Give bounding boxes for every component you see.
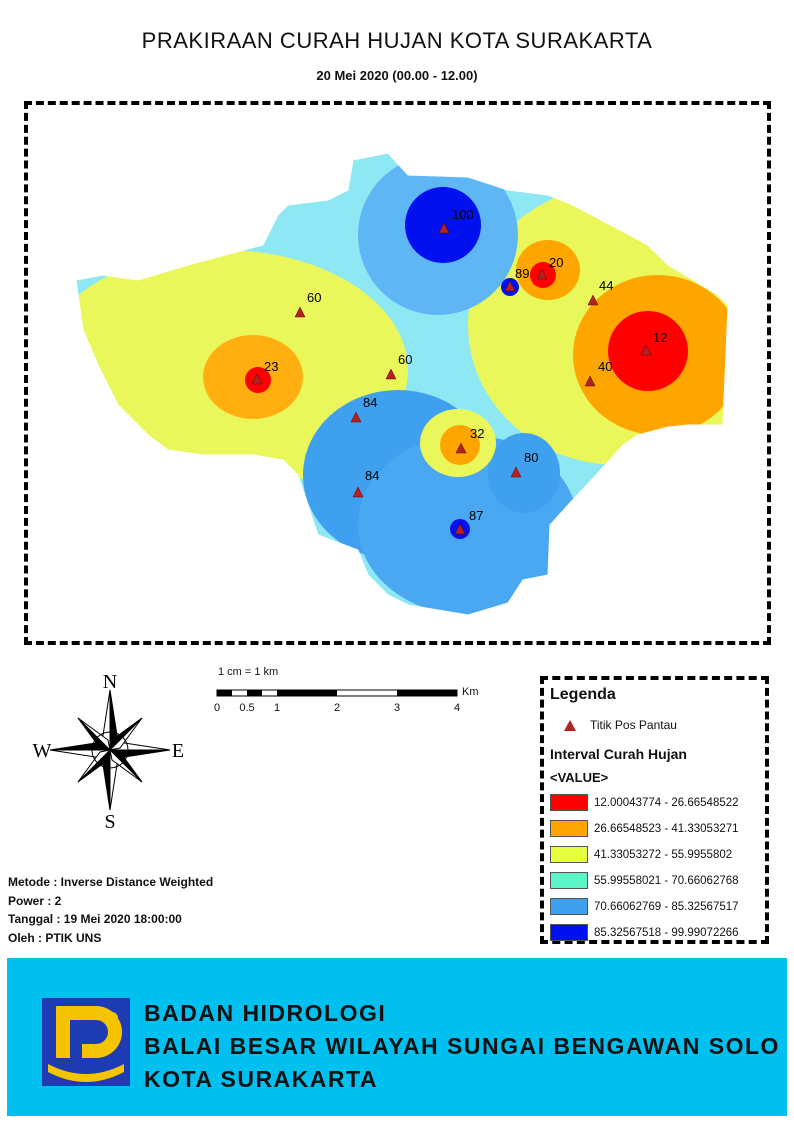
station-label: 89 [515, 266, 529, 281]
map-subtitle: 20 Mei 2020 (00.00 - 12.00) [316, 68, 478, 83]
station-label: 60 [398, 352, 412, 367]
compass-west-label: W [33, 740, 52, 762]
scale-bar: 1 cm = 1 km Km 0 0.5 1 2 3 4 [210, 664, 500, 724]
station-7[interactable]: 60 [385, 352, 412, 380]
banner-line-1: BADAN HIDROLOGI [144, 1000, 387, 1026]
scale-tick: 0.5 [239, 702, 255, 714]
compass-rose-icon: N S E W [33, 671, 185, 833]
pu-logo-icon [42, 998, 130, 1086]
legend-swatch [550, 898, 588, 915]
legend-class-label: 55.99558021 - 70.66062768 [594, 874, 739, 887]
scale-tick: 3 [393, 702, 401, 714]
scale-unit-label: Km [462, 686, 479, 698]
legend-class-label: 41.33053272 - 55.9955802 [594, 848, 733, 861]
legend-swatch [550, 924, 588, 941]
scale-bar-graphic [216, 689, 458, 697]
banner-line-3: KOTA SURAKARTA [144, 1066, 378, 1092]
map-title: PRAKIRAAN CURAH HUJAN KOTA SURAKARTA [141, 28, 653, 53]
banner-line-2: BALAI BESAR WILAYAH SUNGAI BENGAWAN SOLO [144, 1033, 780, 1059]
city-boundary [75, 152, 729, 616]
station-label: 44 [599, 278, 613, 293]
station-label: 87 [469, 508, 483, 523]
station-label: 80 [524, 450, 538, 465]
scale-tick: 2 [333, 702, 341, 714]
station-10[interactable]: 32 [455, 426, 484, 454]
station-9[interactable]: 84 [350, 395, 377, 423]
map-legend: Legenda Titik Pos Pantau Interval Curah … [540, 676, 769, 944]
north-arrow: N S E W [28, 668, 198, 838]
scale-tick: 4 [453, 702, 461, 714]
legend-title: Legenda [550, 686, 616, 703]
legend-interval-title: Interval Curah Hujan [550, 746, 687, 762]
station-12[interactable]: 84 [352, 468, 379, 498]
legend-class-row: 70.66062769 - 85.32567517 [550, 898, 739, 915]
scale-ratio-label: 1 cm = 1 km [218, 666, 279, 678]
station-label: 12 [653, 330, 667, 345]
station-3[interactable]: 44 [587, 278, 613, 306]
idw-surface [76, 153, 728, 615]
station-4[interactable]: 60 [294, 290, 321, 318]
station-1[interactable]: 89 [504, 266, 529, 292]
station-13[interactable]: 87 [454, 508, 483, 535]
legend-class-row: 12.00043774 - 26.66548522 [550, 794, 739, 811]
station-11[interactable]: 80 [510, 450, 538, 478]
station-8[interactable]: 40 [584, 359, 612, 387]
legend-class-row: 55.99558021 - 70.66062768 [550, 872, 739, 889]
legend-point-item: Titik Pos Pantau [564, 718, 677, 732]
metadata-power: Power : 2 [8, 893, 62, 908]
legend-field-name: <VALUE> [550, 770, 609, 785]
legend-class-row: 85.32567518 - 99.99072266 [550, 924, 739, 941]
station-label: 84 [365, 468, 379, 483]
legend-swatch [550, 846, 588, 863]
station-label: 20 [549, 255, 563, 270]
legend-swatch [550, 794, 588, 811]
legend-point-label: Titik Pos Pantau [590, 718, 677, 732]
station-label: 84 [363, 395, 377, 410]
station-label: 40 [598, 359, 612, 374]
station-label: 32 [470, 426, 484, 441]
compass-east-label: E [172, 740, 184, 762]
metadata-date: Tanggal : 19 Mei 2020 18:00:00 [8, 912, 182, 926]
station-6[interactable]: 23 [251, 359, 278, 385]
map-metadata: Metode : Inverse Distance Weighted Power… [8, 873, 213, 947]
station-label: 23 [264, 359, 278, 374]
compass-south-label: S [104, 811, 115, 833]
station-5[interactable]: 12 [640, 330, 667, 356]
legend-swatch [550, 872, 588, 889]
metadata-method: Metode : Inverse Distance Weighted [8, 875, 214, 889]
agency-banner: BADAN HIDROLOGI BALAI BESAR WILAYAH SUNG… [7, 958, 787, 1116]
metadata-author: Oleh : PTIK UNS [8, 930, 102, 945]
map-frame: 100 89 20 44 60 12 23 60 [24, 101, 771, 645]
legend-class-row: 26.66548523 - 41.33053271 [550, 820, 739, 837]
legend-class-label: 70.66062769 - 85.32567517 [594, 900, 739, 913]
station-2[interactable]: 20 [536, 255, 563, 280]
scale-tick: 0 [213, 702, 221, 714]
station-0[interactable]: 100 [438, 207, 474, 234]
legend-class-label: 26.66548523 - 41.33053271 [594, 822, 739, 835]
station-label: 60 [307, 290, 321, 305]
scale-tick: 1 [273, 702, 281, 714]
legend-class-row: 41.33053272 - 55.9955802 [550, 846, 732, 863]
station-label: 100 [452, 207, 474, 222]
compass-north-label: N [103, 671, 117, 693]
legend-swatch [550, 820, 588, 837]
legend-class-label: 12.00043774 - 26.66548522 [594, 796, 739, 809]
legend-class-label: 85.32567518 - 99.99072266 [594, 926, 739, 939]
triangle-icon [564, 719, 576, 731]
rainfall-map: 100 89 20 44 60 12 23 60 [75, 152, 729, 616]
